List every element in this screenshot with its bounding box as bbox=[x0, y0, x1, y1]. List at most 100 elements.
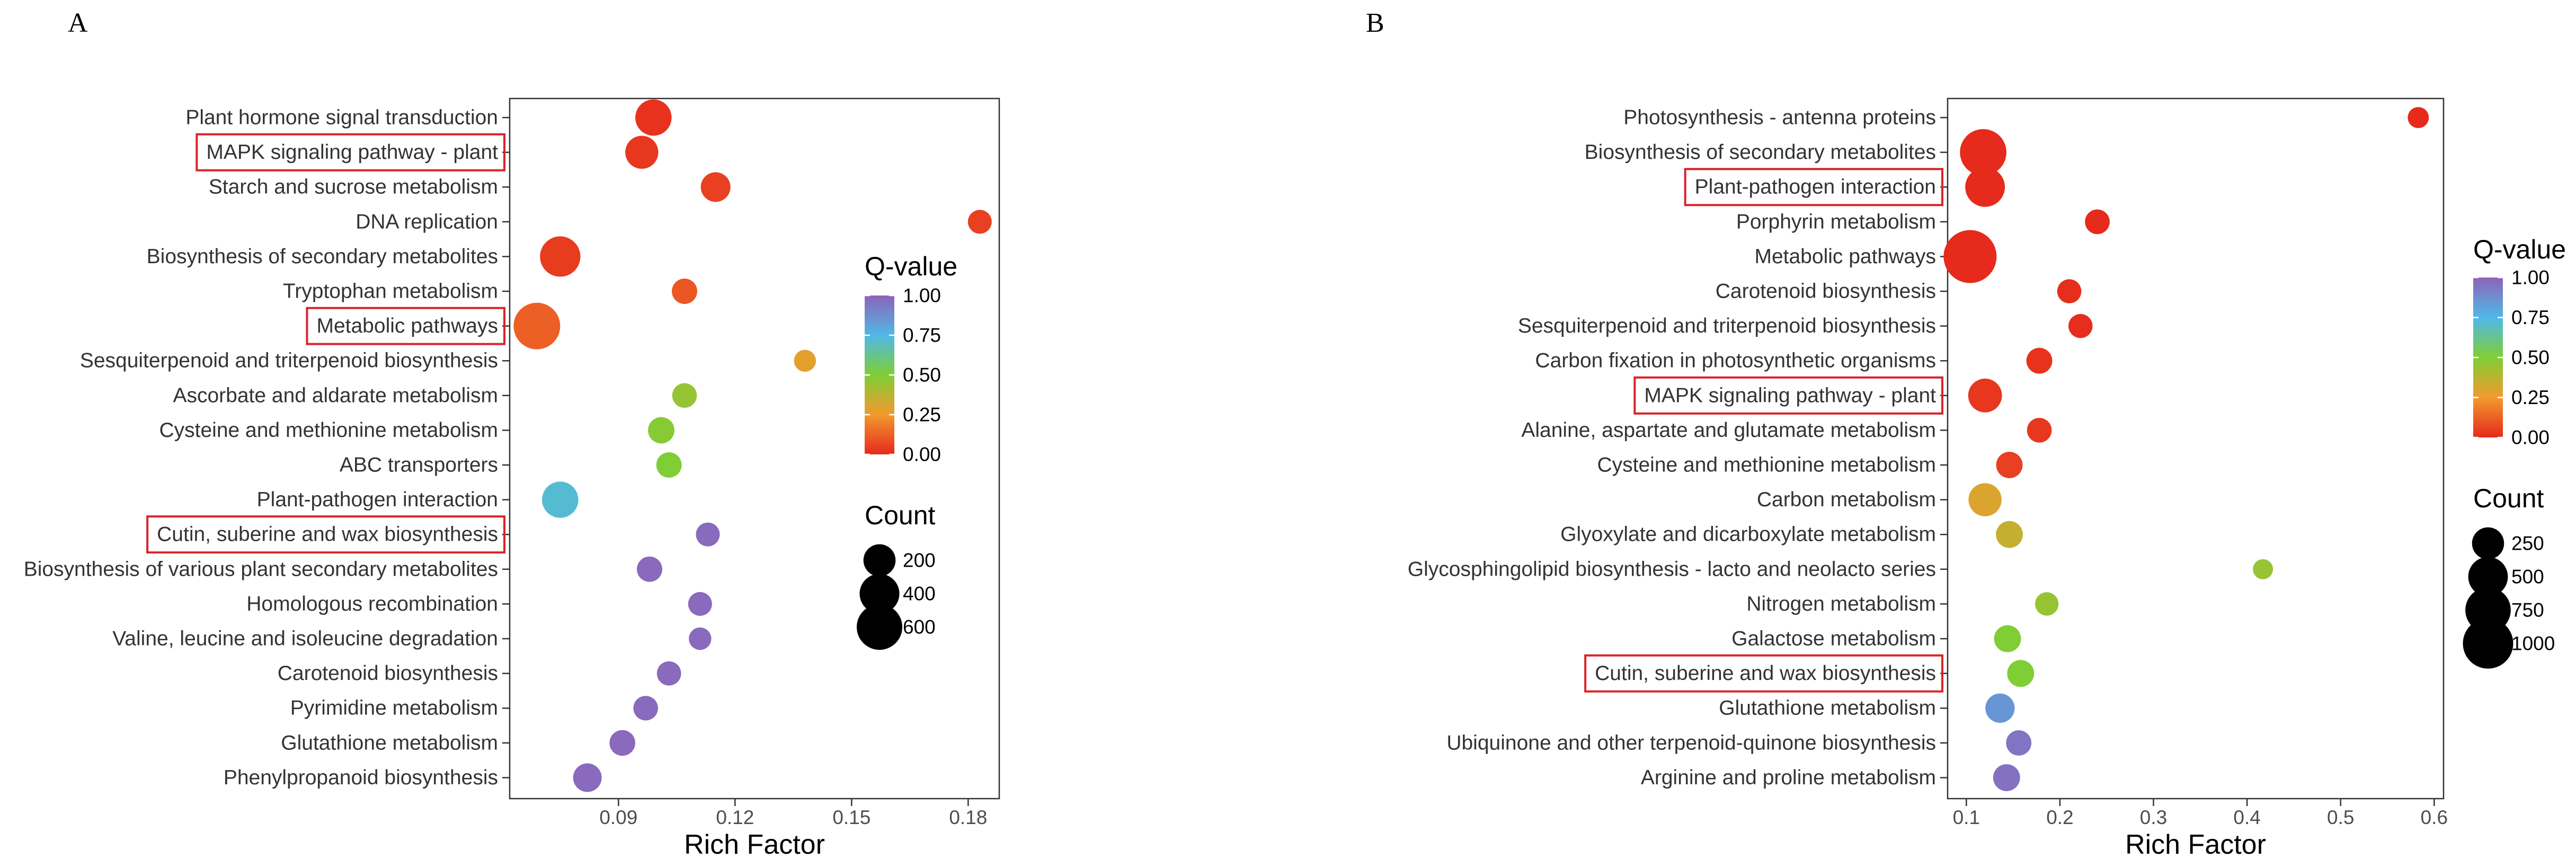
count-legend-label: 500 bbox=[2511, 566, 2544, 588]
category-label: MAPK signaling pathway - plant bbox=[1644, 384, 1936, 407]
data-point bbox=[635, 99, 672, 136]
category-label: Glutathione metabolism bbox=[281, 731, 498, 754]
data-point bbox=[2253, 559, 2273, 579]
category-label: Homologous recombination bbox=[246, 593, 498, 615]
data-point bbox=[2408, 107, 2429, 128]
count-legend-label: 600 bbox=[903, 616, 936, 638]
category-label: Alanine, aspartate and glutamate metabol… bbox=[1521, 419, 1936, 442]
category-label: Metabolic pathways bbox=[1754, 245, 1936, 268]
category-label: Plant-pathogen interaction bbox=[1695, 176, 1936, 199]
highlight-box bbox=[1633, 376, 1943, 415]
colorbar-tick-label: 0.00 bbox=[903, 444, 941, 466]
data-point bbox=[637, 556, 662, 582]
category-label: DNA replication bbox=[356, 210, 498, 233]
panel-b: B 0.1 0.2 0.3 0.4 0.5 0.6 Rich Factor Photosynth… bbox=[1366, 8, 2566, 859]
data-point bbox=[794, 350, 816, 372]
data-point bbox=[2085, 209, 2110, 235]
category-label: Carbon metabolism bbox=[1757, 488, 1936, 511]
data-point bbox=[1993, 764, 2020, 791]
x-tick-label: 0.2 bbox=[2046, 807, 2073, 828]
data-point bbox=[1996, 452, 2023, 478]
plot-frame bbox=[509, 97, 1000, 800]
category-label: Glyoxylate and dicarboxylate metabolism bbox=[1560, 523, 1936, 546]
data-point bbox=[700, 172, 731, 202]
count-legend-dot bbox=[2463, 618, 2513, 669]
category-label: Nitrogen metabolism bbox=[1746, 593, 1936, 615]
count-legend-dot bbox=[863, 544, 896, 577]
data-point bbox=[656, 661, 681, 686]
count-legend-dot bbox=[856, 604, 903, 650]
x-axis-title: Rich Factor bbox=[2125, 829, 2266, 859]
data-point bbox=[573, 763, 602, 792]
count-legend-label: 200 bbox=[903, 550, 936, 571]
data-point bbox=[633, 695, 658, 721]
category-label: Tryptophan metabolism bbox=[283, 280, 498, 303]
highlight-box bbox=[146, 515, 505, 554]
x-tick-label: 0.18 bbox=[949, 807, 987, 828]
category-label: Starch and sucrose metabolism bbox=[209, 176, 498, 199]
panel-a: A 0.09 0.12 0.15 0.18 Rich Factor Plant hormon… bbox=[24, 8, 1000, 859]
category-label: Valine, leucine and isoleucine degradati… bbox=[112, 628, 498, 650]
data-point bbox=[1943, 230, 1997, 283]
data-point bbox=[1994, 625, 2021, 652]
category-label: Plant-pathogen interaction bbox=[257, 488, 498, 511]
colorbar-tick-label: 0.75 bbox=[2511, 307, 2550, 328]
highlight-box bbox=[306, 307, 505, 345]
data-point bbox=[672, 383, 697, 408]
q-value-legend: Q-value 1.00 0.75 0.50 0.25 0.00 bbox=[865, 252, 957, 466]
q-value-legend-title: Q-value bbox=[865, 252, 957, 281]
data-point bbox=[1968, 483, 2002, 516]
data-point bbox=[625, 136, 659, 169]
data-point bbox=[648, 417, 674, 444]
x-axis-title: Rich Factor bbox=[684, 829, 825, 859]
x-tick-label: 0.15 bbox=[832, 807, 870, 828]
colorbar-tick-label: 0.75 bbox=[903, 325, 941, 346]
category-label: Sesquiterpenoid and triterpenoid biosynt… bbox=[1518, 315, 1936, 337]
data-point bbox=[513, 302, 561, 350]
data-point bbox=[1968, 378, 2002, 413]
data-point bbox=[609, 730, 635, 756]
category-label: Plant hormone signal transduction bbox=[185, 106, 498, 129]
category-label: Biosynthesis of various plant secondary … bbox=[24, 558, 498, 580]
count-legend-dot bbox=[2472, 527, 2504, 560]
data-point bbox=[672, 279, 697, 304]
data-point bbox=[688, 592, 712, 616]
data-point bbox=[1985, 693, 2015, 723]
category-label: Biosynthesis of secondary metabolites bbox=[147, 245, 498, 268]
category-label: Sesquiterpenoid and triterpenoid biosynt… bbox=[80, 350, 498, 372]
colorbar-tick-label: 0.25 bbox=[903, 404, 941, 426]
data-point bbox=[689, 627, 712, 650]
highlight-box bbox=[1684, 168, 1943, 207]
category-label: Arginine and proline metabolism bbox=[1641, 766, 1936, 789]
count-legend-dot bbox=[859, 574, 900, 614]
category-label: Ascorbate and aldarate metabolism bbox=[173, 384, 498, 407]
category-label: Cutin, suberine and wax biosynthesis bbox=[157, 523, 498, 546]
count-legend: Count 250 500 750 1000 bbox=[2463, 484, 2555, 669]
highlight-box bbox=[196, 133, 505, 172]
data-point bbox=[2007, 660, 2035, 687]
count-legend-label: 1000 bbox=[2511, 633, 2555, 655]
panel-letter: A bbox=[68, 8, 88, 38]
q-value-legend: Q-value 1.00 0.75 0.50 0.25 0.00 bbox=[2473, 235, 2566, 449]
x-tick-label: 0.3 bbox=[2140, 807, 2167, 828]
category-label: Glycosphingolipid biosynthesis - lacto a… bbox=[1408, 558, 1936, 580]
data-point bbox=[2068, 314, 2093, 338]
colorbar-tick-label: 0.25 bbox=[2511, 387, 2550, 408]
category-label: Biosynthesis of secondary metabolites bbox=[1585, 141, 1936, 164]
data-point bbox=[967, 210, 992, 234]
count-legend: Count 200 400 600 bbox=[856, 500, 936, 650]
category-label: Glutathione metabolism bbox=[1719, 697, 1936, 720]
category-label: Galactose metabolism bbox=[1731, 628, 1936, 650]
data-point bbox=[2026, 347, 2053, 374]
x-tick-label: 0.1 bbox=[1953, 807, 1980, 828]
count-legend-title: Count bbox=[865, 500, 936, 530]
q-value-legend-title: Q-value bbox=[2473, 235, 2566, 264]
category-label: Phenylpropanoid biosynthesis bbox=[224, 766, 498, 789]
category-label: Ubiquinone and other terpenoid-quinone b… bbox=[1446, 731, 1936, 754]
colorbar-tick-label: 1.00 bbox=[2511, 267, 2550, 289]
plot-frame bbox=[1947, 97, 2445, 800]
count-legend-label: 250 bbox=[2511, 533, 2544, 554]
category-label: Metabolic pathways bbox=[316, 315, 498, 337]
colorbar-tick-label: 0.50 bbox=[2511, 347, 2550, 369]
data-point bbox=[2035, 592, 2059, 616]
